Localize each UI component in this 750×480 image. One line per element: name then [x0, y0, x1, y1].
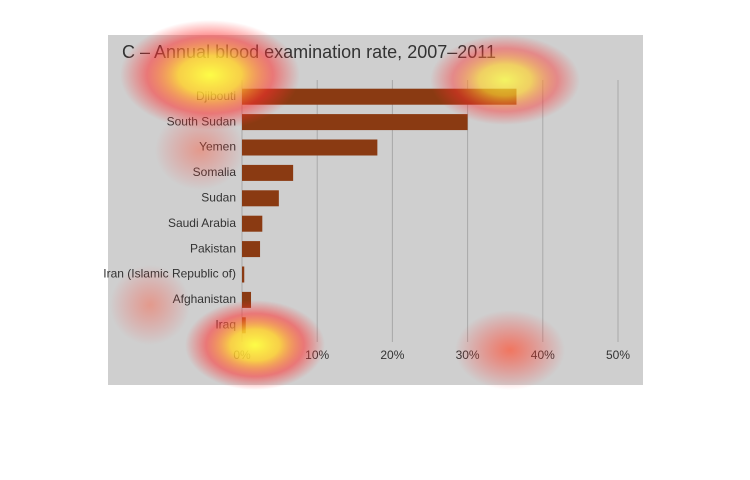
y-tick-label: Saudi Arabia: [168, 216, 236, 230]
y-tick-label: Iraq: [215, 317, 236, 331]
bar: [242, 291, 252, 308]
y-tick-label: Djibouti: [196, 89, 236, 103]
x-tick-label: 30%: [456, 348, 480, 362]
bar: [242, 215, 263, 232]
chart-title: C – Annual blood examination rate, 2007–…: [122, 42, 496, 62]
y-tick-label: Somalia: [193, 165, 237, 179]
x-tick-label: 50%: [606, 348, 630, 362]
x-tick-label: 40%: [531, 348, 555, 362]
bar: [242, 241, 261, 258]
bar: [242, 139, 378, 156]
bar: [242, 190, 279, 207]
y-tick-label: South Sudan: [167, 114, 236, 128]
y-tick-label: Iran (Islamic Republic of): [103, 267, 236, 281]
bar: [242, 317, 246, 334]
x-tick-label: 20%: [380, 348, 404, 362]
y-tick-label: Afghanistan: [173, 292, 236, 306]
chart-panel: [108, 35, 643, 385]
y-tick-label: Sudan: [201, 190, 236, 204]
x-tick-label: 10%: [305, 348, 329, 362]
bar: [242, 266, 245, 283]
bar: [242, 88, 517, 105]
x-tick-label: 0%: [233, 348, 251, 362]
y-tick-label: Yemen: [199, 140, 236, 154]
bar: [242, 164, 294, 181]
bar: [242, 114, 468, 131]
y-tick-label: Pakistan: [190, 241, 236, 255]
